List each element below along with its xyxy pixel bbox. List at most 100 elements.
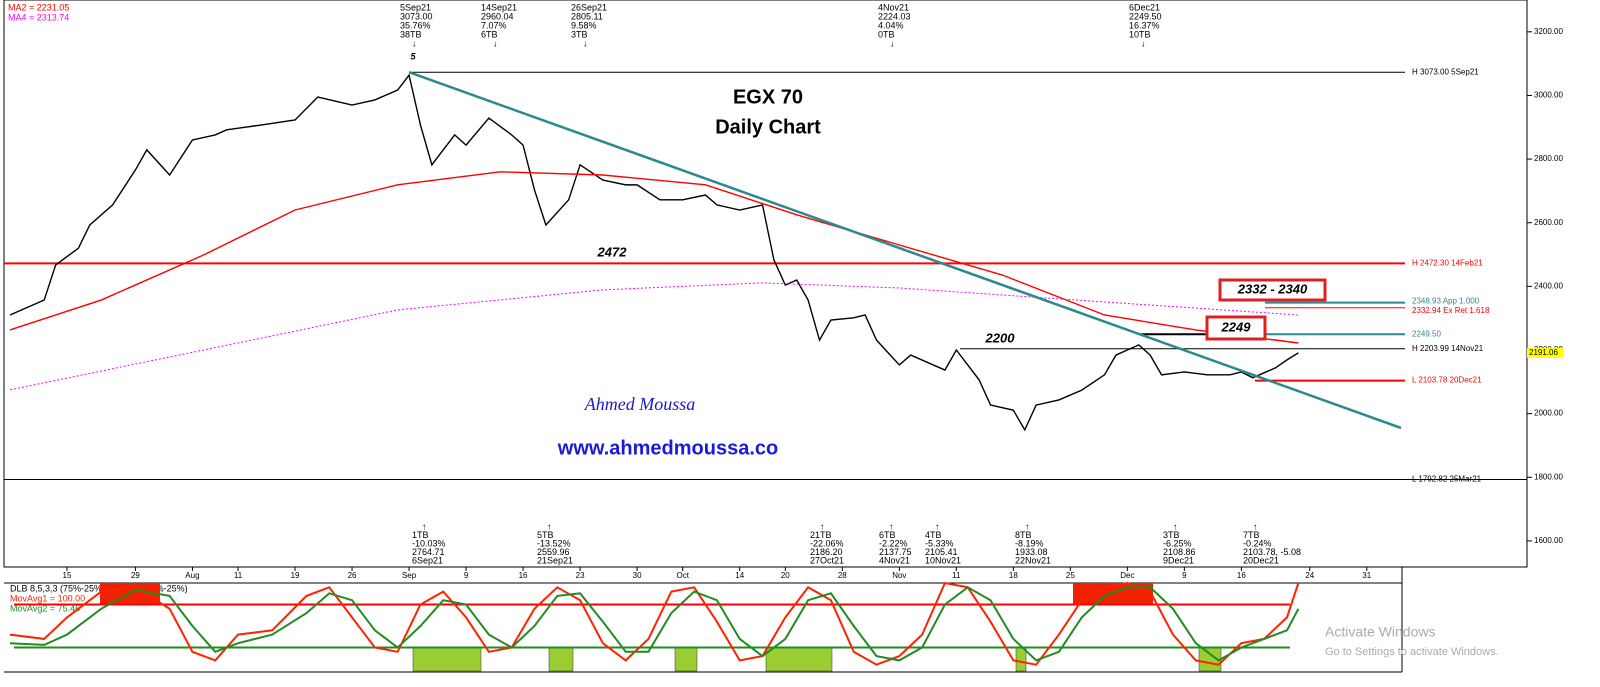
- legend-entry: MA4 = 2313.74: [8, 12, 69, 22]
- x-tick-label: Sep: [402, 571, 417, 580]
- x-tick-label: Dec: [1120, 571, 1134, 580]
- annotation: 27Oct21: [810, 555, 844, 565]
- x-tick-label: 14: [735, 571, 744, 580]
- annotation: 7.07%: [481, 20, 507, 30]
- annotation: -6.25%: [1163, 538, 1192, 548]
- watermark: Activate Windows: [1325, 624, 1435, 640]
- annotation: 3TB: [571, 29, 588, 39]
- annotation: 6TB: [879, 530, 896, 540]
- annotation: 4.04%: [878, 20, 904, 30]
- x-tick-label: 18: [1009, 571, 1018, 580]
- highlight-box: [1205, 315, 1267, 341]
- level-label: H 3073.00 5Sep21: [1412, 67, 1479, 76]
- annotation: ↑: [889, 521, 894, 531]
- x-tick-label: Aug: [185, 571, 199, 580]
- oscillator-legend: MovAvg1 = 100.00: [10, 593, 85, 603]
- last-price-tag: [1527, 347, 1563, 358]
- y-tick-label: 2400.00: [1534, 281, 1563, 290]
- x-tick-label: 9: [1182, 571, 1187, 580]
- oscillator-legend: MovAvg2 = 75.46: [10, 603, 80, 613]
- level-label: L 2103.78 20Dec21: [1412, 376, 1482, 385]
- x-tick-label: 30: [633, 571, 642, 580]
- annotation: 16.37%: [1129, 20, 1160, 30]
- last-price-label: 2191.06: [1529, 348, 1558, 357]
- annotation: 2805.11: [571, 11, 603, 21]
- box-label: 2249: [1221, 319, 1252, 334]
- annotation: 8TB: [1015, 530, 1032, 540]
- annotation: 2764.71: [412, 547, 445, 557]
- annotation: 9Dec21: [1163, 555, 1194, 565]
- chart-label: 2472: [597, 244, 628, 259]
- zone-fill: [674, 647, 698, 672]
- y-tick-label: 1600.00: [1534, 536, 1563, 545]
- x-tick-label: 19: [291, 571, 300, 580]
- x-tick-label: 23: [576, 571, 585, 580]
- price-line: [9, 171, 1299, 344]
- zone-fill: [548, 647, 574, 672]
- x-tick-label: Nov: [892, 571, 906, 580]
- annotation: 0TB: [878, 29, 895, 39]
- annotation: ↑: [935, 521, 940, 531]
- zone-fill: [765, 647, 833, 672]
- annotation: ↓: [890, 38, 895, 48]
- x-tick-label: 11: [234, 571, 243, 580]
- annotation: ↑: [547, 521, 552, 531]
- x-tick-label: 9: [464, 571, 469, 580]
- annotation: -5.33%: [925, 538, 954, 548]
- annotation: 21Sep21: [537, 555, 573, 565]
- oscillator-title: DLB 8,5,3,3 (75%-25%) 13,8,5,5 (75%-25%): [10, 583, 188, 593]
- annotation: -8.19%: [1015, 538, 1044, 548]
- annotation: 5Sep21: [400, 2, 431, 12]
- annotation: 7TB: [1243, 530, 1260, 540]
- x-tick-label: 31: [1362, 571, 1371, 580]
- annotation: 3073.00: [400, 11, 433, 21]
- chart-title: EGX 70: [733, 86, 803, 108]
- box-label: 2332 - 2340: [1237, 281, 1308, 296]
- annotation: 21TB: [810, 530, 832, 540]
- level-label: H 2203.99 14Nov21: [1412, 344, 1484, 353]
- zone-fill: [412, 647, 482, 672]
- plot-frame: [3, 0, 1528, 568]
- annotation: ↑: [1025, 521, 1030, 531]
- annotation: 26Sep21: [571, 2, 607, 12]
- watermark: Go to Settings to activate Windows.: [1325, 646, 1499, 658]
- x-tick-label: 11: [952, 571, 961, 580]
- annotation: 6TB: [481, 29, 498, 39]
- annotation: ↓: [493, 38, 498, 48]
- x-tick-label: 15: [63, 571, 72, 580]
- price-line: [9, 282, 1299, 391]
- annotation: 2224.03: [878, 11, 911, 21]
- website: www.ahmedmoussa.co: [557, 437, 778, 459]
- x-tick-label: 28: [838, 571, 847, 580]
- annotation: 6Dec21: [1129, 2, 1160, 12]
- annotation: 5TB: [537, 530, 554, 540]
- price-line: [9, 73, 1299, 432]
- annotation: 2249.50: [1129, 11, 1162, 21]
- annotation: 22Nov21: [1015, 555, 1051, 565]
- annotation: 2103.78, -5.08: [1243, 547, 1301, 557]
- x-tick-label: Oct: [676, 571, 689, 580]
- annotation: 2137.75: [879, 547, 912, 557]
- annotation: ↓: [412, 38, 417, 48]
- oscillator-line: [9, 581, 1300, 666]
- annotation: 4Nov21: [879, 555, 910, 565]
- y-tick-label: 3000.00: [1534, 91, 1563, 100]
- annotation: -0.24%: [1243, 538, 1272, 548]
- chart-label: 5: [410, 51, 416, 61]
- annotation: 4TB: [925, 530, 942, 540]
- annotation: 35.76%: [400, 20, 431, 30]
- oscillator-line: [9, 586, 1300, 662]
- y-tick-label: 3200.00: [1534, 27, 1563, 36]
- annotation: ↑: [820, 521, 825, 531]
- annotation: ↓: [583, 38, 588, 48]
- level-label: 2332.94 Ex Ret 1.618: [1412, 306, 1490, 315]
- annotation: ↑: [422, 521, 427, 531]
- annotation: 38TB: [400, 29, 422, 39]
- level-label: 2348.93 App 1.000: [1412, 297, 1480, 306]
- chart-label: 2200: [985, 330, 1016, 345]
- x-tick-label: 24: [1305, 571, 1314, 580]
- y-tick-label: 1800.00: [1534, 472, 1563, 481]
- x-tick-label: 20: [781, 571, 790, 580]
- x-tick-label: 25: [1066, 571, 1075, 580]
